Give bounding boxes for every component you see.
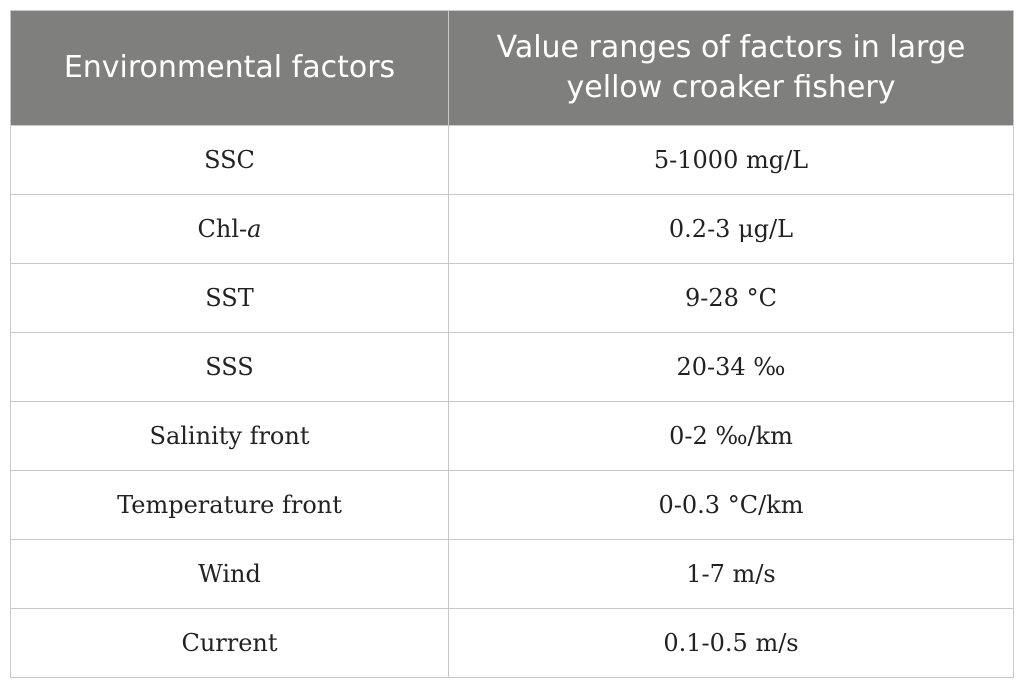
table-row: Salinity front 0-2 ‰/km [10,401,1014,471]
table-row: SST 9-28 °C [10,263,1014,333]
range-cell: 0.1-0.5 m/s [448,608,1014,678]
factor-cell: Salinity front [10,401,449,471]
table-row: Current 0.1-0.5 m/s [10,608,1014,678]
factor-table-container: Environmental factors Value ranges of fa… [10,10,1014,678]
table-row: SSS 20-34 ‰ [10,332,1014,402]
factor-cell: Wind [10,539,449,609]
range-cell: 0-2 ‰/km [448,401,1014,471]
factor-cell: Chl-a [10,194,449,264]
factor-cell: SSC [10,125,449,195]
factor-cell: Current [10,608,449,678]
header-value-ranges: Value ranges of factors in large yellow … [448,10,1014,126]
factor-cell: SSS [10,332,449,402]
range-cell: 20-34 ‰ [448,332,1014,402]
factor-prefix: Chl- [197,215,248,243]
table-row: Chl-a 0.2-3 μg/L [10,194,1014,264]
range-cell: 0.2-3 μg/L [448,194,1014,264]
factor-italic-suffix: a [247,215,262,243]
factor-cell: SST [10,263,449,333]
header-row: Environmental factors Value ranges of fa… [10,10,1014,126]
factor-cell: Temperature front [10,470,449,540]
range-cell: 5-1000 mg/L [448,125,1014,195]
range-cell: 0-0.3 °C/km [448,470,1014,540]
table-row: Wind 1-7 m/s [10,539,1014,609]
range-cell: 1-7 m/s [448,539,1014,609]
factor-table: Environmental factors Value ranges of fa… [10,10,1014,678]
table-row: SSC 5-1000 mg/L [10,125,1014,195]
table-row: Temperature front 0-0.3 °C/km [10,470,1014,540]
range-cell: 9-28 °C [448,263,1014,333]
header-environmental-factors: Environmental factors [10,10,449,126]
